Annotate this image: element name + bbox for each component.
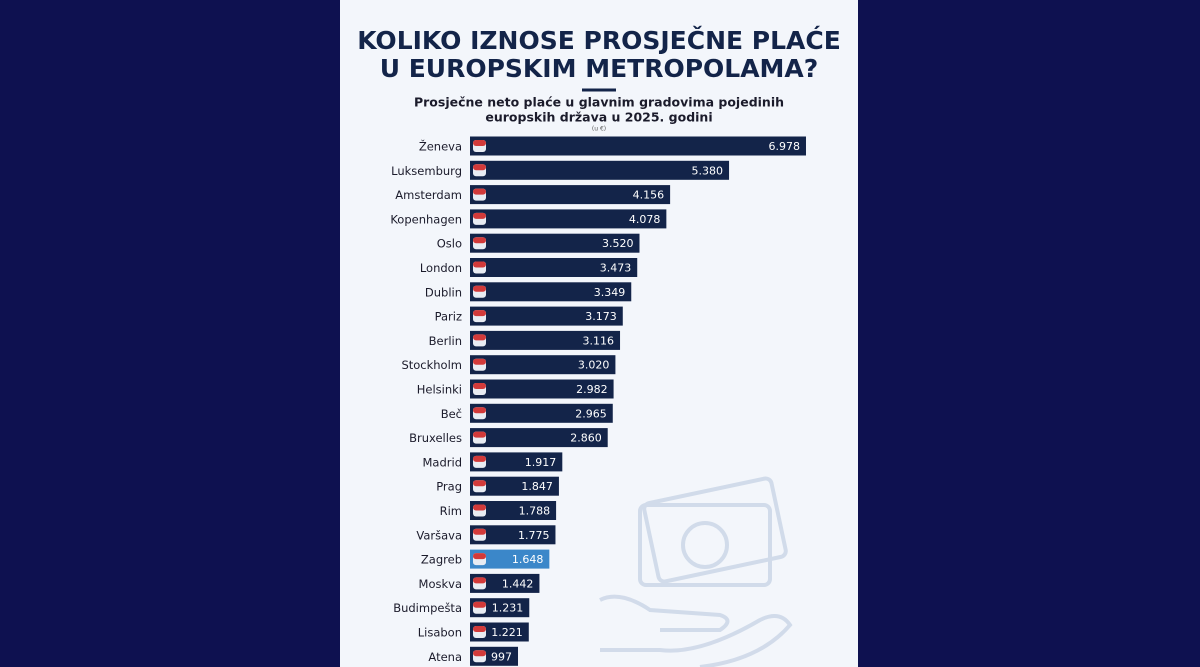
value-label: 1.775	[518, 529, 550, 542]
flag-icon	[473, 237, 486, 244]
flag-icon	[473, 553, 486, 560]
flag-icon	[473, 334, 486, 341]
category-label: Rim	[440, 504, 462, 518]
bar	[470, 306, 623, 326]
category-label: Atena	[428, 650, 462, 664]
value-label: 3.020	[578, 359, 610, 372]
value-label: 2.982	[576, 383, 608, 396]
bar	[470, 428, 608, 448]
category-label: Dublin	[425, 285, 462, 299]
category-label: Ženeva	[419, 139, 462, 154]
category-label: Luksemburg	[391, 164, 462, 178]
category-label: Beč	[441, 407, 462, 421]
category-label: Helsinki	[417, 383, 462, 397]
category-label: Moskva	[419, 577, 462, 591]
bar	[470, 379, 614, 399]
value-label: 3.116	[583, 334, 615, 347]
value-label: 1.788	[519, 505, 551, 518]
category-label: Lisabon	[418, 626, 462, 640]
bar	[470, 136, 806, 156]
value-label: 2.860	[570, 432, 602, 445]
value-label: 3.173	[585, 310, 617, 323]
category-label: Budimpešta	[393, 601, 462, 615]
chart-subtitle: europskih država u 2025. godini	[485, 110, 712, 125]
category-label: Amsterdam	[395, 188, 462, 202]
bar	[470, 355, 616, 375]
bar	[470, 258, 638, 277]
value-label: 3.473	[600, 262, 632, 275]
category-label: Madrid	[423, 455, 463, 469]
category-label: Prag	[436, 480, 462, 494]
flag-icon	[473, 310, 486, 317]
value-label: 997	[491, 650, 512, 663]
category-label: Zagreb	[421, 553, 462, 567]
bar	[470, 525, 556, 545]
value-label: 1.648	[512, 553, 544, 566]
bar	[470, 573, 540, 593]
value-label: 3.349	[594, 286, 626, 299]
flag-icon	[473, 650, 486, 657]
flag-icon	[473, 407, 486, 414]
flag-icon	[473, 261, 486, 268]
flag-icon	[473, 626, 486, 632]
flag-icon	[473, 285, 486, 292]
flag-icon	[473, 383, 486, 389]
chart-title: U EUROPSKIM METROPOLAMA?	[380, 54, 819, 83]
value-label: 6.978	[768, 140, 800, 153]
unit-label: (u €)	[592, 126, 606, 133]
category-label: Pariz	[435, 310, 462, 324]
value-label: 2.965	[575, 407, 607, 420]
flag-icon	[473, 140, 486, 146]
bar	[470, 476, 559, 496]
value-label: 5.380	[692, 164, 724, 177]
flag-icon	[473, 601, 486, 608]
value-label: 1.847	[521, 480, 553, 493]
flag-icon	[473, 480, 486, 487]
category-label: Kopenhagen	[390, 212, 462, 226]
flag-icon	[473, 504, 486, 511]
category-label: Bruxelles	[409, 431, 462, 445]
value-label: 4.078	[629, 213, 661, 226]
bar	[470, 233, 640, 253]
value-label: 1.231	[492, 602, 524, 615]
category-label: London	[420, 261, 462, 275]
chart-title: KOLIKO IZNOSE PROSJEČNE PLAĆE	[357, 25, 841, 55]
value-label: 1.442	[502, 577, 534, 590]
value-label: 3.520	[602, 237, 634, 250]
flag-icon	[473, 431, 486, 438]
bar	[470, 452, 563, 472]
category-label: Oslo	[437, 237, 462, 251]
flag-icon	[473, 164, 486, 171]
flag-icon	[473, 577, 486, 584]
category-label: Berlin	[429, 334, 462, 348]
bar	[470, 160, 730, 180]
bar	[470, 282, 632, 302]
value-label: 4.156	[633, 189, 665, 202]
flag-icon	[473, 528, 486, 535]
flag-icon	[473, 212, 486, 219]
money-icon	[599, 476, 793, 667]
chart-subtitle: Prosječne neto plaće u glavnim gradovima…	[414, 95, 784, 110]
bar	[470, 185, 671, 205]
bar	[470, 330, 621, 350]
value-label: 1.221	[491, 626, 523, 639]
flag-icon	[473, 358, 486, 365]
bar	[470, 209, 667, 229]
value-label: 1.917	[525, 456, 557, 469]
category-label: Stockholm	[401, 358, 462, 372]
flag-icon	[473, 188, 486, 195]
bar	[470, 501, 557, 520]
bar	[470, 403, 613, 423]
bar	[470, 549, 550, 569]
flag-icon	[473, 455, 486, 462]
category-label: Varšava	[416, 528, 462, 542]
